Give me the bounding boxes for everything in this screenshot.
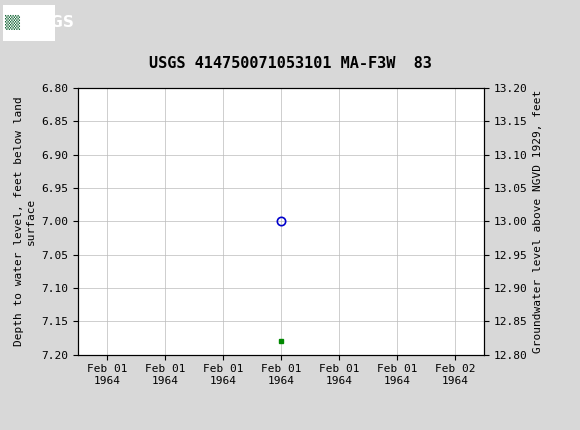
Text: USGS 414750071053101 MA-F3W  83: USGS 414750071053101 MA-F3W 83 — [148, 56, 432, 71]
Y-axis label: Groundwater level above NGVD 1929, feet: Groundwater level above NGVD 1929, feet — [534, 90, 543, 353]
Text: USGS: USGS — [28, 15, 75, 30]
Text: ▒▒: ▒▒ — [5, 15, 20, 30]
Y-axis label: Depth to water level, feet below land
surface: Depth to water level, feet below land su… — [14, 97, 36, 346]
Bar — [3, 4, 55, 41]
